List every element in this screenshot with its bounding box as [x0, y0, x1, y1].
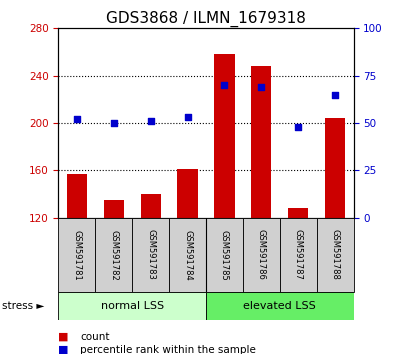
Point — [111, 120, 117, 126]
Text: normal LSS: normal LSS — [101, 301, 164, 311]
Point — [258, 84, 265, 90]
Title: GDS3868 / ILMN_1679318: GDS3868 / ILMN_1679318 — [106, 11, 306, 27]
Text: stress ►: stress ► — [2, 301, 44, 311]
FancyBboxPatch shape — [243, 218, 280, 292]
Bar — [288, 208, 308, 218]
Point — [74, 116, 80, 122]
Bar — [177, 169, 198, 218]
FancyBboxPatch shape — [280, 218, 317, 292]
Text: ■: ■ — [58, 332, 69, 342]
Bar — [325, 118, 345, 218]
Text: GSM591787: GSM591787 — [294, 229, 303, 280]
FancyBboxPatch shape — [132, 218, 169, 292]
FancyBboxPatch shape — [58, 292, 206, 320]
Bar — [251, 66, 271, 218]
FancyBboxPatch shape — [169, 218, 206, 292]
Bar — [103, 200, 124, 218]
FancyBboxPatch shape — [206, 292, 354, 320]
FancyBboxPatch shape — [95, 218, 132, 292]
Bar — [214, 55, 235, 218]
Text: GSM591788: GSM591788 — [331, 229, 340, 280]
Text: elevated LSS: elevated LSS — [243, 301, 316, 311]
FancyBboxPatch shape — [58, 218, 95, 292]
Point — [147, 118, 154, 124]
Bar — [67, 174, 87, 218]
Text: GSM591783: GSM591783 — [146, 229, 155, 280]
Point — [221, 82, 228, 88]
Point — [332, 92, 338, 97]
Text: GSM591786: GSM591786 — [257, 229, 266, 280]
Text: GSM591784: GSM591784 — [183, 229, 192, 280]
FancyBboxPatch shape — [317, 218, 354, 292]
Point — [295, 124, 301, 130]
Bar — [141, 194, 161, 218]
FancyBboxPatch shape — [206, 218, 243, 292]
Text: count: count — [80, 332, 110, 342]
Point — [184, 114, 191, 120]
Text: ■: ■ — [58, 345, 69, 354]
Text: GSM591785: GSM591785 — [220, 229, 229, 280]
Text: GSM591781: GSM591781 — [72, 229, 81, 280]
Text: percentile rank within the sample: percentile rank within the sample — [80, 345, 256, 354]
Text: GSM591782: GSM591782 — [109, 229, 118, 280]
